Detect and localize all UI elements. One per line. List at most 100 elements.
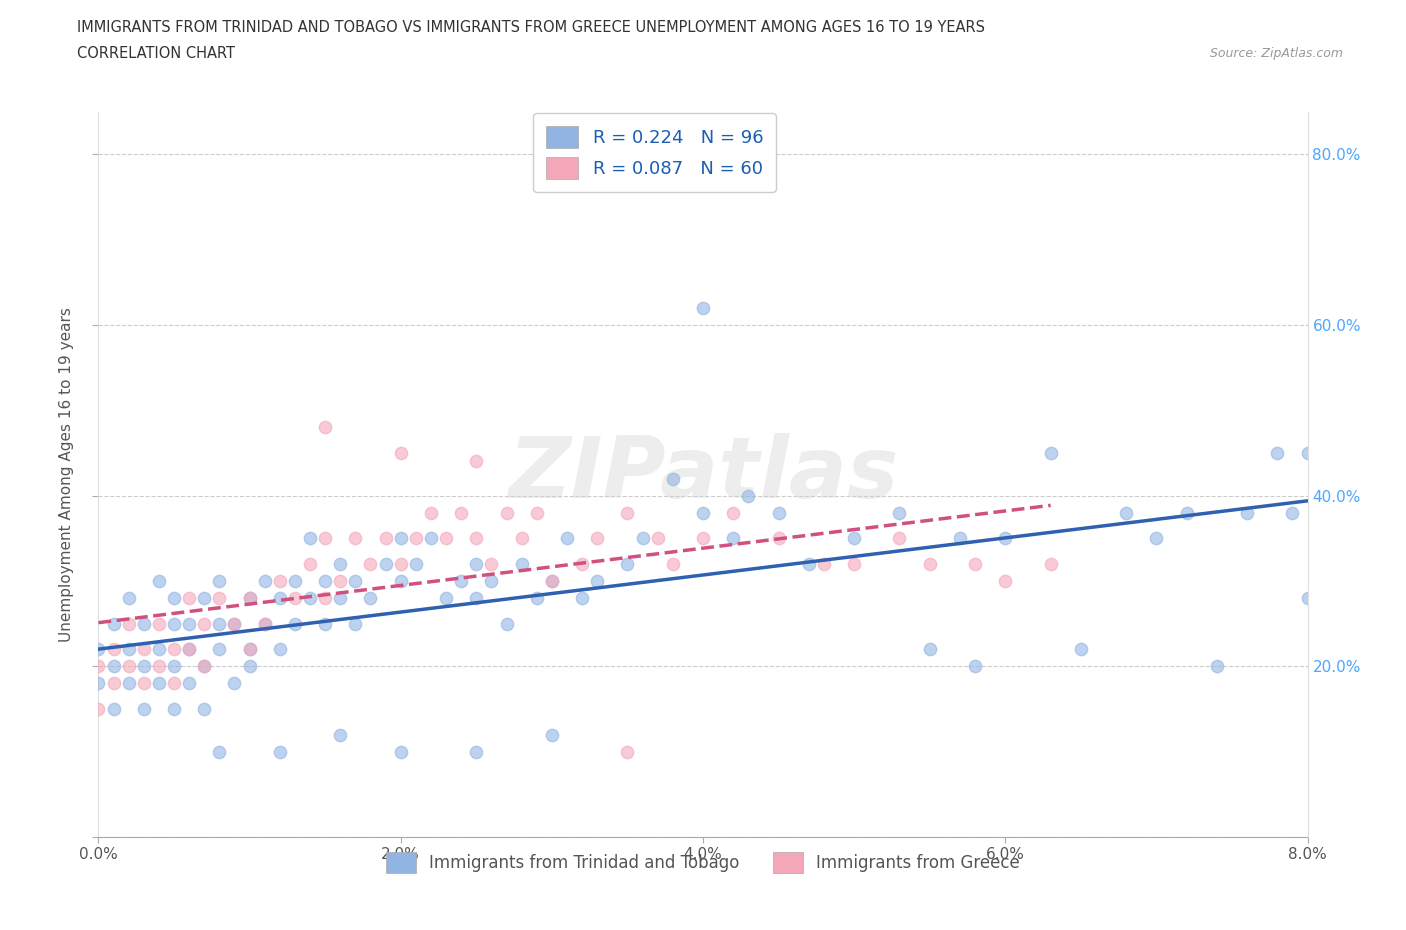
Point <box>405 556 427 571</box>
Point <box>329 556 352 571</box>
Point <box>118 676 141 691</box>
Point <box>253 574 276 589</box>
Point <box>344 617 367 631</box>
Point <box>1146 531 1168 546</box>
Point <box>495 505 517 520</box>
Point <box>208 744 231 759</box>
Point <box>889 531 911 546</box>
Point <box>132 617 155 631</box>
Point <box>495 617 517 631</box>
Point <box>299 556 322 571</box>
Point <box>329 727 352 742</box>
Point <box>87 642 110 657</box>
Point <box>314 574 336 589</box>
Point <box>148 574 170 589</box>
Point <box>329 574 352 589</box>
Point <box>148 676 170 691</box>
Point <box>571 591 593 605</box>
Point <box>797 556 820 571</box>
Point <box>299 531 322 546</box>
Point <box>889 505 911 520</box>
Point <box>465 591 488 605</box>
Point <box>616 556 638 571</box>
Point <box>768 505 790 520</box>
Point <box>1039 445 1062 460</box>
Point <box>179 676 201 691</box>
Point <box>465 531 488 546</box>
Y-axis label: Unemployment Among Ages 16 to 19 years: Unemployment Among Ages 16 to 19 years <box>59 307 75 642</box>
Point <box>179 591 201 605</box>
Point <box>208 591 231 605</box>
Point <box>465 744 488 759</box>
Point <box>163 676 186 691</box>
Point <box>692 300 714 315</box>
Point <box>87 701 110 716</box>
Point <box>239 642 262 657</box>
Point <box>208 574 231 589</box>
Point <box>481 556 503 571</box>
Point <box>918 556 941 571</box>
Point <box>481 574 503 589</box>
Point <box>661 556 683 571</box>
Point <box>949 531 972 546</box>
Point <box>224 676 246 691</box>
Point <box>465 454 488 469</box>
Point <box>616 744 638 759</box>
Point <box>148 642 170 657</box>
Point <box>1039 556 1062 571</box>
Point <box>586 574 609 589</box>
Point <box>179 642 201 657</box>
Text: Source: ZipAtlas.com: Source: ZipAtlas.com <box>1209 46 1343 60</box>
Point <box>344 574 367 589</box>
Point <box>103 658 125 673</box>
Point <box>389 744 412 759</box>
Point <box>239 642 262 657</box>
Point <box>1236 505 1258 520</box>
Point <box>132 642 155 657</box>
Point <box>526 591 548 605</box>
Point <box>344 531 367 546</box>
Point <box>193 617 215 631</box>
Point <box>1296 445 1319 460</box>
Point <box>148 658 170 673</box>
Point <box>374 556 396 571</box>
Point <box>571 556 593 571</box>
Point <box>510 556 533 571</box>
Point <box>269 642 291 657</box>
Point <box>510 531 533 546</box>
Point <box>87 658 110 673</box>
Point <box>179 617 201 631</box>
Point <box>239 658 262 673</box>
Point <box>661 472 683 486</box>
Point <box>103 676 125 691</box>
Point <box>692 505 714 520</box>
Point <box>314 591 336 605</box>
Point <box>692 531 714 546</box>
Point <box>465 556 488 571</box>
Point <box>723 505 745 520</box>
Point <box>163 591 186 605</box>
Point <box>314 420 336 435</box>
Point <box>965 658 987 673</box>
Point <box>434 531 457 546</box>
Point <box>389 531 412 546</box>
Point <box>224 617 246 631</box>
Point <box>389 556 412 571</box>
Point <box>329 591 352 605</box>
Point <box>526 505 548 520</box>
Point <box>844 531 866 546</box>
Point <box>163 701 186 716</box>
Point <box>163 642 186 657</box>
Point <box>253 617 276 631</box>
Point <box>1267 445 1289 460</box>
Text: ZIPatlas: ZIPatlas <box>508 432 898 516</box>
Point <box>1175 505 1198 520</box>
Point <box>450 505 472 520</box>
Point <box>723 531 745 546</box>
Point <box>360 556 382 571</box>
Point <box>631 531 654 546</box>
Point <box>813 556 835 571</box>
Point <box>269 574 291 589</box>
Text: IMMIGRANTS FROM TRINIDAD AND TOBAGO VS IMMIGRANTS FROM GREECE UNEMPLOYMENT AMONG: IMMIGRANTS FROM TRINIDAD AND TOBAGO VS I… <box>77 20 986 35</box>
Point <box>420 531 443 546</box>
